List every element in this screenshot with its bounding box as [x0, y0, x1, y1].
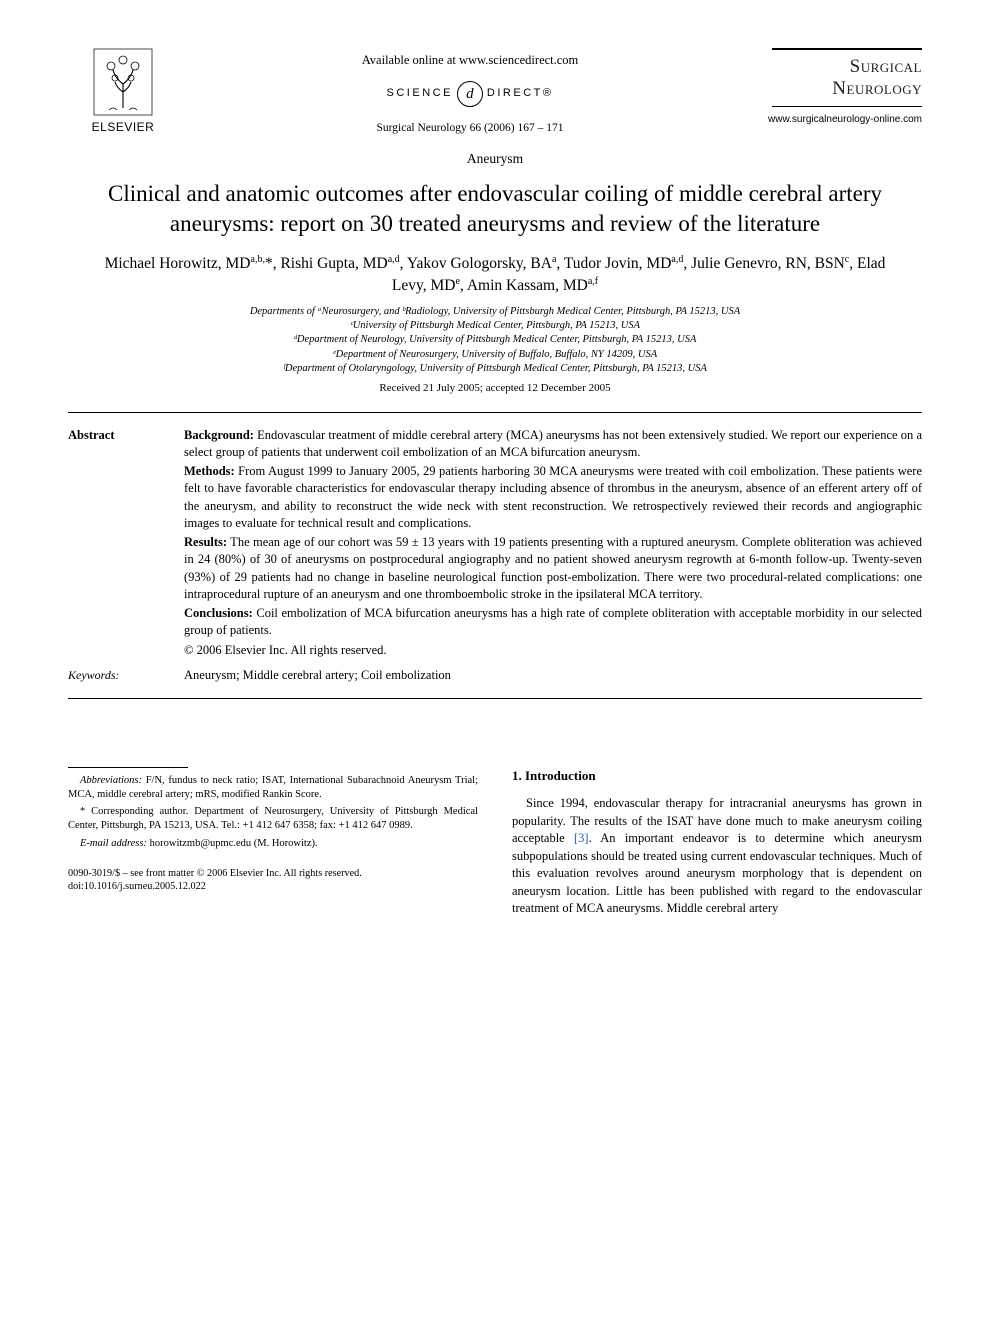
sciencedirect-logo: SCIENCE d DIRECT®	[178, 81, 762, 107]
results-text: The mean age of our cohort was 59 ± 13 y…	[184, 535, 922, 601]
results-label: Results:	[184, 535, 227, 549]
journal-brand-title: Surgical Neurology	[762, 56, 922, 100]
abstract-label: Abstract	[68, 427, 152, 661]
conclusions-label: Conclusions:	[184, 606, 253, 620]
keywords-label: Keywords:	[68, 667, 152, 684]
elsevier-tree-icon	[92, 48, 154, 116]
brand-rule-bottom	[772, 106, 922, 107]
affiliation-line: ᵉDepartment of Neurosurgery, University …	[68, 348, 922, 362]
methods-text: From August 1999 to January 2005, 29 pat…	[184, 464, 922, 530]
footnote-rule	[68, 767, 188, 768]
abstract-content: Background: Endovascular treatment of mi…	[184, 427, 922, 661]
journal-url: www.surgicalneurology-online.com	[762, 113, 922, 127]
keywords-text: Aneurysm; Middle cerebral artery; Coil e…	[184, 667, 922, 684]
abstract-copyright: © 2006 Elsevier Inc. All rights reserved…	[184, 642, 922, 659]
page-header: ELSEVIER Available online at www.science…	[68, 48, 922, 136]
two-column-body: Abbreviations: F/N, fundus to neck ratio…	[68, 767, 922, 918]
abbrev-label: Abbreviations:	[80, 775, 142, 786]
footer-copyright: 0090-3019/$ – see front matter © 2006 El…	[68, 867, 478, 894]
section-label: Aneurysm	[68, 150, 922, 168]
intro-heading: 1. Introduction	[512, 767, 922, 785]
publisher-name: ELSEVIER	[92, 119, 155, 135]
availability-text: Available online at www.sciencedirect.co…	[178, 52, 762, 69]
background-label: Background:	[184, 428, 254, 442]
affiliation-line: ᵈDepartment of Neurology, University of …	[68, 333, 922, 347]
abstract-block: Abstract Background: Endovascular treatm…	[68, 427, 922, 661]
conclusions-text: Coil embolization of MCA bifurcation ane…	[184, 606, 922, 637]
brand-line1: Surgical	[850, 56, 922, 77]
intro-paragraph: Since 1994, endovascular therapy for int…	[512, 795, 922, 918]
email-text: horowitzmb@upmc.edu (M. Horowitz).	[147, 838, 318, 849]
corresponding-author: * Corresponding author. Department of Ne…	[68, 805, 478, 833]
sd-text-right: DIRECT®	[487, 86, 554, 101]
journal-brand-block: Surgical Neurology www.surgicalneurology…	[762, 48, 922, 126]
methods-label: Methods:	[184, 464, 235, 478]
right-column: 1. Introduction Since 1994, endovascular…	[512, 767, 922, 918]
divider-top	[68, 412, 922, 413]
received-date: Received 21 July 2005; accepted 12 Decem…	[68, 381, 922, 396]
email-label: E-mail address:	[80, 838, 147, 849]
affiliation-line: Departments of ᵃNeurosurgery, and ᵇRadio…	[68, 305, 922, 319]
article-title: Clinical and anatomic outcomes after end…	[98, 179, 892, 240]
left-column: Abbreviations: F/N, fundus to neck ratio…	[68, 767, 478, 918]
footer-line2: doi:10.1016/j.surneu.2005.12.022	[68, 881, 206, 892]
affiliation-line: ᶠDepartment of Otolaryngology, Universit…	[68, 362, 922, 376]
publisher-logo-block: ELSEVIER	[68, 48, 178, 135]
header-center: Available online at www.sciencedirect.co…	[178, 48, 762, 136]
sd-text-left: SCIENCE	[387, 86, 453, 101]
footnotes-block: Abbreviations: F/N, fundus to neck ratio…	[68, 774, 478, 851]
keywords-row: Keywords: Aneurysm; Middle cerebral arte…	[68, 667, 922, 684]
brand-rule-top	[772, 48, 922, 50]
authors-list: Michael Horowitz, MDa,b,*, Rishi Gupta, …	[88, 253, 902, 297]
footer-line1: 0090-3019/$ – see front matter © 2006 El…	[68, 868, 362, 879]
brand-line2: Neurology	[832, 78, 922, 99]
citation-link[interactable]: [3]	[574, 831, 589, 845]
affiliations-block: Departments of ᵃNeurosurgery, and ᵇRadio…	[68, 305, 922, 376]
journal-reference: Surgical Neurology 66 (2006) 167 – 171	[178, 121, 762, 137]
background-text: Endovascular treatment of middle cerebra…	[184, 428, 922, 459]
affiliation-line: ᶜUniversity of Pittsburgh Medical Center…	[68, 319, 922, 333]
sd-d-icon: d	[457, 81, 483, 107]
divider-bottom	[68, 698, 922, 699]
